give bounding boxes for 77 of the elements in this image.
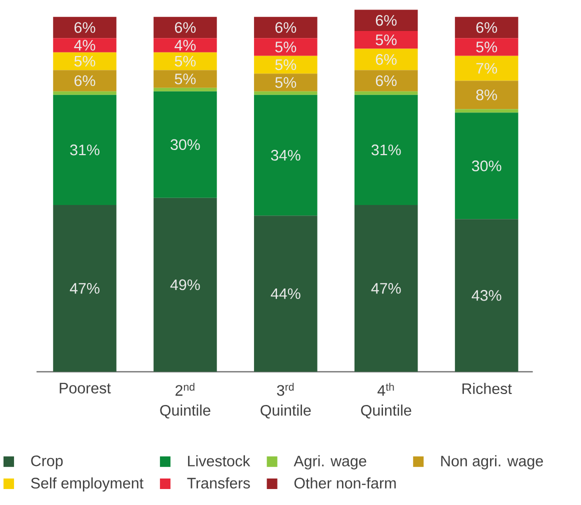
data-label: 30%	[472, 160, 502, 172]
data-label: 31%	[70, 144, 100, 156]
data-label: 8%	[476, 90, 498, 100]
bar	[53, 70, 116, 92]
bar	[254, 94, 318, 216]
data-label: 31%	[372, 144, 401, 156]
bar	[254, 74, 318, 92]
legend-label: Other non-farm	[294, 477, 396, 489]
bar	[354, 70, 418, 92]
bar	[154, 70, 217, 88]
data-label: 5%	[476, 42, 498, 52]
bar	[254, 216, 318, 372]
bar	[154, 52, 217, 70]
data-label: 5%	[74, 56, 96, 67]
bar	[53, 52, 116, 70]
category-label: 2$^{nd}$ Quintile	[160, 382, 210, 418]
bar	[53, 91, 116, 95]
bar	[254, 91, 318, 95]
data-label: 34%	[271, 150, 300, 161]
legend-label: Livestock	[188, 455, 250, 466]
bar	[354, 31, 418, 49]
data-label: 6%	[376, 15, 397, 26]
bar	[154, 198, 217, 372]
bar	[53, 204, 116, 372]
bar	[53, 16, 116, 38]
bar	[354, 48, 418, 70]
data-label: 5%	[275, 59, 296, 70]
bar	[154, 88, 217, 92]
bar	[154, 16, 217, 38]
data-label: 4%	[174, 40, 196, 51]
data-label: 47%	[371, 283, 401, 294]
data-label: 47%	[70, 283, 100, 294]
bar	[454, 112, 518, 220]
data-label: 5%	[275, 77, 296, 88]
bar	[53, 38, 116, 52]
data-label: 7%	[476, 63, 498, 74]
bar	[254, 56, 318, 74]
category-label: 3$^{rd}$ Quintile	[260, 382, 311, 418]
bar	[53, 94, 116, 205]
data-label: 6%	[376, 54, 397, 65]
bar	[154, 38, 217, 52]
data-label: 6%	[476, 22, 498, 33]
bar	[354, 91, 418, 95]
data-label: 6%	[74, 22, 96, 33]
bar	[454, 38, 518, 56]
data-label: 5%	[174, 74, 196, 84]
data-label: 4%	[74, 40, 96, 51]
data-label: 43%	[472, 290, 502, 301]
legend-label: Self employment	[31, 477, 144, 492]
data-label: 5%	[376, 34, 397, 46]
x-tick-label: Richest	[462, 382, 512, 394]
legend-label: Crop	[31, 455, 63, 470]
data-label: 30%	[170, 139, 200, 150]
bar	[454, 16, 518, 38]
legend-label: Non agri. wage	[441, 455, 543, 470]
bar	[454, 56, 518, 81]
bar	[354, 204, 418, 372]
data-label: 6%	[175, 22, 196, 33]
bar	[354, 94, 418, 205]
data-label: 6%	[275, 22, 296, 33]
x-tick-label: Poorest	[60, 382, 111, 394]
category-label: 4$^{th}$ Quintile	[361, 382, 412, 418]
data-label: 5%	[275, 42, 296, 52]
legend-label: Agri. wage	[294, 455, 366, 470]
bar	[154, 91, 217, 198]
data-label: 5%	[174, 56, 196, 67]
bar	[454, 219, 518, 372]
bar	[454, 80, 518, 110]
legend-label: Transfers	[187, 477, 250, 489]
data-label: 44%	[270, 288, 300, 299]
data-label: 6%	[376, 75, 397, 86]
bar	[354, 10, 418, 32]
bar	[254, 16, 318, 38]
data-label: 49%	[170, 279, 200, 290]
data-label: 6%	[74, 75, 96, 86]
bar	[454, 109, 518, 113]
bar	[254, 38, 318, 56]
